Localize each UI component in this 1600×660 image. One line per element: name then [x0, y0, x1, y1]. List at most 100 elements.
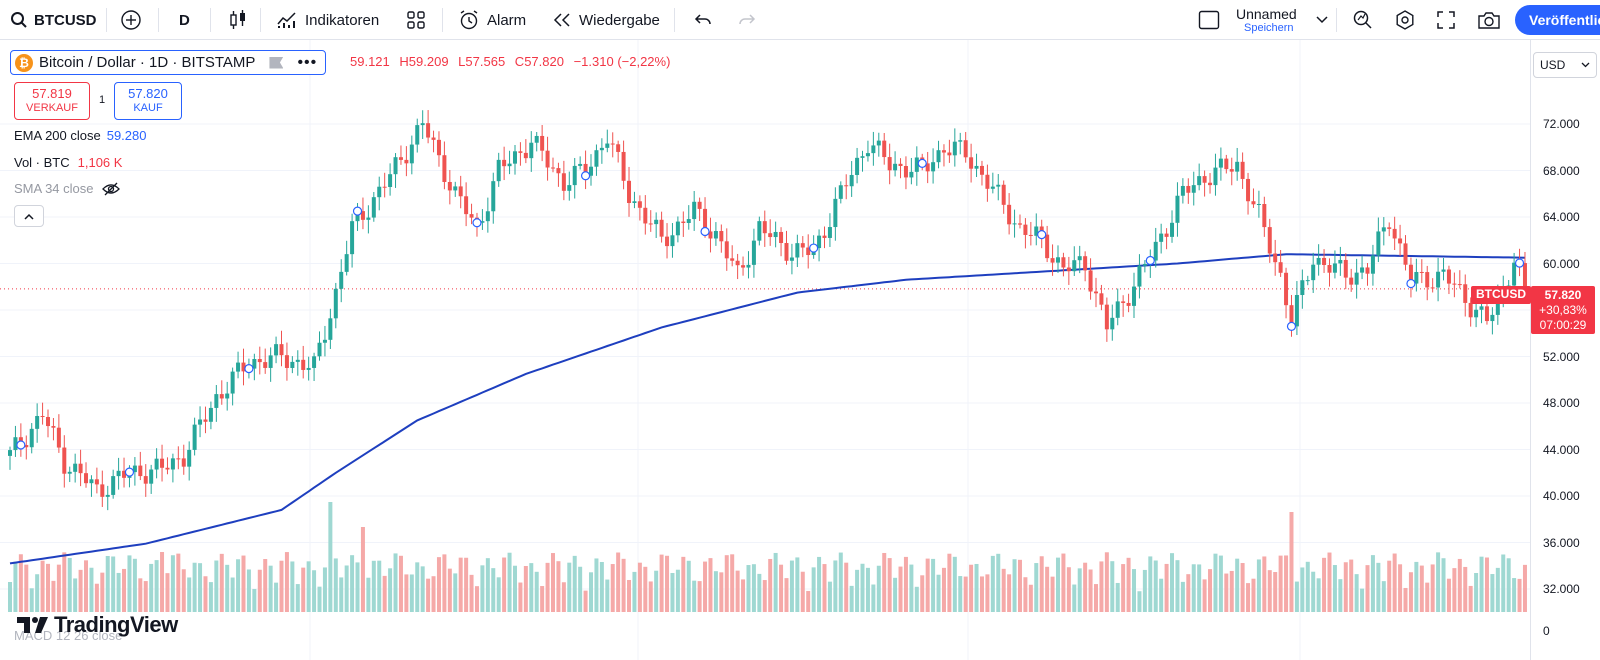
- candle-body: [306, 367, 311, 370]
- price-axis-label: 48.000: [1543, 396, 1580, 410]
- toolbar-divider: [260, 8, 261, 32]
- candle-body: [735, 260, 740, 266]
- volume-bar: [225, 564, 230, 612]
- chart-style-button[interactable]: [228, 0, 248, 40]
- buy-label: KAUF: [133, 102, 163, 114]
- candle-body: [1246, 178, 1251, 202]
- volume-bar: [724, 555, 729, 612]
- ema-legend[interactable]: EMA 200 close 59.280: [14, 128, 146, 143]
- compare-symbol-button[interactable]: [120, 0, 142, 40]
- volume-bar: [523, 566, 528, 612]
- buy-button[interactable]: 57.820 KAUF: [114, 82, 182, 120]
- volume-bar: [1284, 555, 1289, 612]
- undo-button[interactable]: [694, 0, 712, 40]
- volume-legend[interactable]: Vol · BTC 1,106 K: [14, 155, 122, 170]
- volume-bar: [35, 574, 40, 612]
- candle-body: [1474, 309, 1479, 318]
- candle-body: [29, 428, 34, 448]
- candle-body: [295, 359, 300, 362]
- candle-body: [637, 201, 642, 208]
- candle-body: [344, 254, 349, 272]
- volume-bar: [849, 585, 854, 612]
- layout-select-button[interactable]: [1198, 0, 1220, 40]
- candle-body: [51, 426, 56, 428]
- volume-bar: [214, 560, 219, 612]
- quick-search-button[interactable]: [1352, 0, 1374, 40]
- interval-button[interactable]: D: [179, 11, 190, 29]
- candles-icon: [230, 10, 245, 29]
- fullscreen-button[interactable]: [1436, 0, 1456, 40]
- volume-bar: [855, 569, 860, 612]
- indicators-button[interactable]: Indikatoren: [276, 0, 379, 40]
- search-icon: [11, 12, 27, 28]
- eye-hidden-icon[interactable]: [101, 182, 120, 196]
- volume-bar: [1088, 569, 1093, 612]
- candle-body: [502, 159, 507, 167]
- candle-body: [898, 163, 903, 167]
- sma-legend[interactable]: SMA 34 close: [14, 181, 120, 196]
- volume-bar: [415, 562, 420, 612]
- candle-body: [724, 241, 729, 259]
- settings-button[interactable]: [1394, 0, 1416, 40]
- volume-bar: [985, 574, 990, 612]
- price-axis[interactable]: 72.00068.00064.00060.00056.00052.00048.0…: [1530, 40, 1600, 660]
- templates-button[interactable]: [406, 0, 426, 40]
- candle-body: [512, 151, 517, 164]
- volume-bar: [621, 558, 626, 612]
- candle-body: [73, 463, 78, 472]
- candle-body: [241, 362, 246, 372]
- volume-bar: [1218, 555, 1223, 612]
- candle-body: [1099, 293, 1104, 305]
- replay-button[interactable]: Wiedergabe: [552, 0, 660, 40]
- volume-bar: [398, 555, 403, 612]
- redo-button[interactable]: [738, 0, 756, 40]
- volume-bar: [1376, 562, 1381, 612]
- candle-body: [219, 394, 224, 399]
- candle-body: [94, 479, 99, 485]
- candle-body: [56, 427, 61, 448]
- volume-bar: [469, 574, 474, 612]
- volume-bar: [1012, 559, 1017, 612]
- volume-bar: [40, 560, 45, 612]
- currency-select[interactable]: USD: [1533, 52, 1597, 78]
- candle-body: [105, 494, 110, 497]
- collapse-legend-button[interactable]: [14, 205, 44, 227]
- volume-bar: [295, 584, 300, 612]
- price-chart[interactable]: [0, 40, 1530, 660]
- volume-bar: [1246, 583, 1251, 612]
- candle-body: [1419, 271, 1424, 273]
- volume-bar: [605, 579, 610, 612]
- volume-bar: [654, 570, 659, 612]
- publish-button[interactable]: Veröffentlichen: [1515, 5, 1600, 35]
- symbol-search-button[interactable]: BTCUSD: [10, 0, 97, 40]
- volume-bar: [18, 554, 23, 612]
- flag-icon[interactable]: [269, 56, 284, 69]
- volume-bar: [963, 576, 968, 612]
- snapshot-button[interactable]: [1477, 0, 1501, 40]
- volume-bar: [160, 552, 165, 612]
- candle-body: [1072, 260, 1077, 272]
- volume-bar: [67, 557, 72, 612]
- sell-button[interactable]: 57.819 VERKAUF: [14, 82, 90, 120]
- candle-body: [931, 162, 936, 172]
- chart-area[interactable]: 72.00068.00064.00060.00056.00052.00048.0…: [0, 40, 1600, 660]
- candle-body: [773, 231, 778, 238]
- candle-body: [893, 163, 898, 171]
- layout-dropdown-button[interactable]: [1316, 0, 1328, 40]
- camera-icon: [1478, 12, 1500, 29]
- symbol-legend[interactable]: ₿ Bitcoin / Dollar · 1D · BITSTAMP •••: [10, 50, 327, 75]
- volume-bar: [8, 582, 12, 612]
- volume-bar: [974, 563, 979, 612]
- volume-bar: [686, 560, 691, 612]
- tradingview-logo[interactable]: TradingView: [16, 612, 178, 638]
- candle-body: [333, 288, 338, 319]
- volume-bar: [29, 588, 34, 612]
- candle-body: [263, 362, 268, 368]
- alert-button[interactable]: Alarm: [458, 0, 526, 40]
- more-options-icon[interactable]: •••: [297, 53, 318, 71]
- volume-bar: [817, 556, 822, 612]
- candle-body: [1414, 271, 1419, 284]
- layout-name-button[interactable]: Unnamed Speichern: [1236, 0, 1297, 40]
- candle-body: [681, 221, 686, 223]
- candle-body: [1017, 223, 1022, 225]
